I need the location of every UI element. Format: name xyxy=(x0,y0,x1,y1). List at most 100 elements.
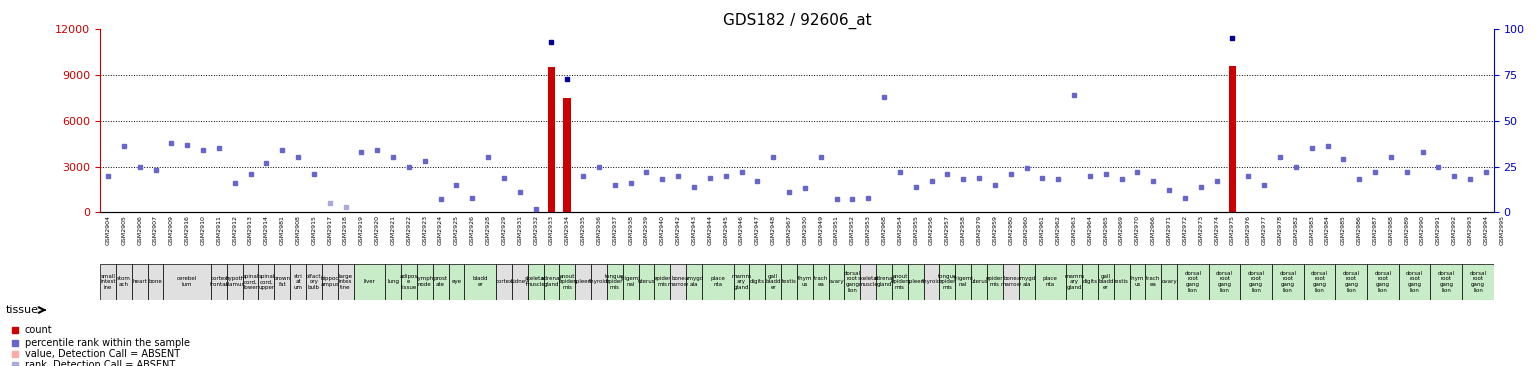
Text: large
intes
tine: large intes tine xyxy=(339,273,353,290)
Title: GDS182 / 92606_at: GDS182 / 92606_at xyxy=(722,13,872,29)
Text: GSM2967: GSM2967 xyxy=(787,215,792,245)
Text: tongue
epider
mis: tongue epider mis xyxy=(605,273,625,290)
Text: dorsal
root
gang
lion: dorsal root gang lion xyxy=(844,270,861,293)
Bar xyxy=(955,264,972,300)
Text: count: count xyxy=(25,325,52,335)
Text: GSM2992: GSM2992 xyxy=(1452,215,1457,245)
Bar xyxy=(622,264,639,300)
Text: GSM2982: GSM2982 xyxy=(1294,215,1298,245)
Bar xyxy=(798,264,813,300)
Text: bone
marrow: bone marrow xyxy=(999,276,1021,287)
Text: GSM2986: GSM2986 xyxy=(1357,215,1361,245)
Bar xyxy=(163,264,211,300)
Text: GSM2934: GSM2934 xyxy=(565,215,570,245)
Bar xyxy=(511,264,528,300)
Text: epider
mis: epider mis xyxy=(986,276,1004,287)
Text: trigemi
nal: trigemi nal xyxy=(621,276,641,287)
Text: ovary: ovary xyxy=(829,279,844,284)
Text: uterus: uterus xyxy=(970,279,987,284)
Text: adrenal
gland: adrenal gland xyxy=(541,276,562,287)
Text: GSM2976: GSM2976 xyxy=(1246,215,1250,245)
Text: dorsal
root
gang
lion: dorsal root gang lion xyxy=(1374,270,1392,293)
Bar xyxy=(924,264,939,300)
Text: ovary: ovary xyxy=(1161,279,1177,284)
Text: spinal
cord,
lower: spinal cord, lower xyxy=(242,273,259,290)
Text: GSM2966: GSM2966 xyxy=(1150,215,1157,245)
Text: GSM2952: GSM2952 xyxy=(850,215,855,245)
Bar xyxy=(306,264,322,300)
Text: thyroid: thyroid xyxy=(922,279,941,284)
Text: GSM2910: GSM2910 xyxy=(200,215,205,245)
Text: heart: heart xyxy=(132,279,146,284)
Text: GSM2933: GSM2933 xyxy=(548,215,554,245)
Text: GSM2907: GSM2907 xyxy=(152,215,159,245)
Text: GSM2960: GSM2960 xyxy=(1024,215,1029,245)
Bar xyxy=(907,264,924,300)
Text: GSM2920: GSM2920 xyxy=(374,215,380,245)
Bar xyxy=(1098,264,1113,300)
Text: amygd
ala: amygd ala xyxy=(684,276,704,287)
Text: GSM2975: GSM2975 xyxy=(1230,215,1235,245)
Text: GSM2993: GSM2993 xyxy=(1468,215,1472,245)
Text: GSM2953: GSM2953 xyxy=(865,215,870,245)
Text: place
nta: place nta xyxy=(1043,276,1058,287)
Text: eye: eye xyxy=(451,279,462,284)
Bar xyxy=(116,264,132,300)
Bar xyxy=(702,264,733,300)
Text: thym
us: thym us xyxy=(1130,276,1144,287)
Text: spleen: spleen xyxy=(574,279,593,284)
Text: GSM2970: GSM2970 xyxy=(1135,215,1140,245)
Bar xyxy=(400,264,417,300)
Bar xyxy=(987,264,1003,300)
Bar xyxy=(211,264,226,300)
Text: GSM2923: GSM2923 xyxy=(422,215,427,245)
Text: dorsal
root
gang
lion: dorsal root gang lion xyxy=(1406,270,1423,293)
Text: dorsal
root
gang
lion: dorsal root gang lion xyxy=(1343,270,1360,293)
Text: snout
epider
mis: snout epider mis xyxy=(559,273,576,290)
Bar xyxy=(496,264,511,300)
Text: GSM2964: GSM2964 xyxy=(1087,215,1092,245)
Bar xyxy=(100,264,116,300)
Text: GSM2914: GSM2914 xyxy=(263,215,270,245)
Bar xyxy=(607,264,622,300)
Text: GSM2905: GSM2905 xyxy=(122,215,126,245)
Bar xyxy=(559,264,576,300)
Text: digits: digits xyxy=(1083,279,1098,284)
Text: gall
bladd
er: gall bladd er xyxy=(765,273,781,290)
Bar xyxy=(385,264,400,300)
Text: GSM2921: GSM2921 xyxy=(391,215,396,245)
Bar xyxy=(548,67,556,212)
Text: GSM2909: GSM2909 xyxy=(169,215,174,245)
Bar xyxy=(639,264,654,300)
Text: value, Detection Call = ABSENT: value, Detection Call = ABSENT xyxy=(25,349,180,359)
Text: GSM2959: GSM2959 xyxy=(992,215,998,245)
Bar xyxy=(591,264,607,300)
Text: adrenal
gland: adrenal gland xyxy=(873,276,895,287)
Text: GSM2911: GSM2911 xyxy=(217,215,222,245)
Text: trach
ea: trach ea xyxy=(1146,276,1161,287)
Text: cortex: cortex xyxy=(496,279,513,284)
Bar xyxy=(243,264,259,300)
Text: GSM2908: GSM2908 xyxy=(296,215,300,245)
Text: small
intest
ine: small intest ine xyxy=(100,273,116,290)
Bar xyxy=(148,264,163,300)
Bar xyxy=(1229,66,1237,212)
Bar xyxy=(781,264,798,300)
Text: GSM2974: GSM2974 xyxy=(1214,215,1220,245)
Text: GSM2968: GSM2968 xyxy=(881,215,887,245)
Text: thyroid: thyroid xyxy=(590,279,608,284)
Bar xyxy=(528,264,544,300)
Bar xyxy=(813,264,829,300)
Bar xyxy=(417,264,433,300)
Text: GSM2969: GSM2969 xyxy=(1120,215,1124,245)
Text: trach
ea: trach ea xyxy=(813,276,829,287)
Text: amygd
ala: amygd ala xyxy=(1016,276,1036,287)
Bar xyxy=(1018,264,1035,300)
Bar xyxy=(1272,264,1304,300)
Text: GSM2973: GSM2973 xyxy=(1198,215,1203,245)
Bar xyxy=(1146,264,1161,300)
Text: GSM2994: GSM2994 xyxy=(1483,215,1488,245)
Text: GSM2980: GSM2980 xyxy=(1009,215,1013,245)
Text: GSM2981: GSM2981 xyxy=(280,215,285,245)
Text: GSM2912: GSM2912 xyxy=(233,215,237,245)
